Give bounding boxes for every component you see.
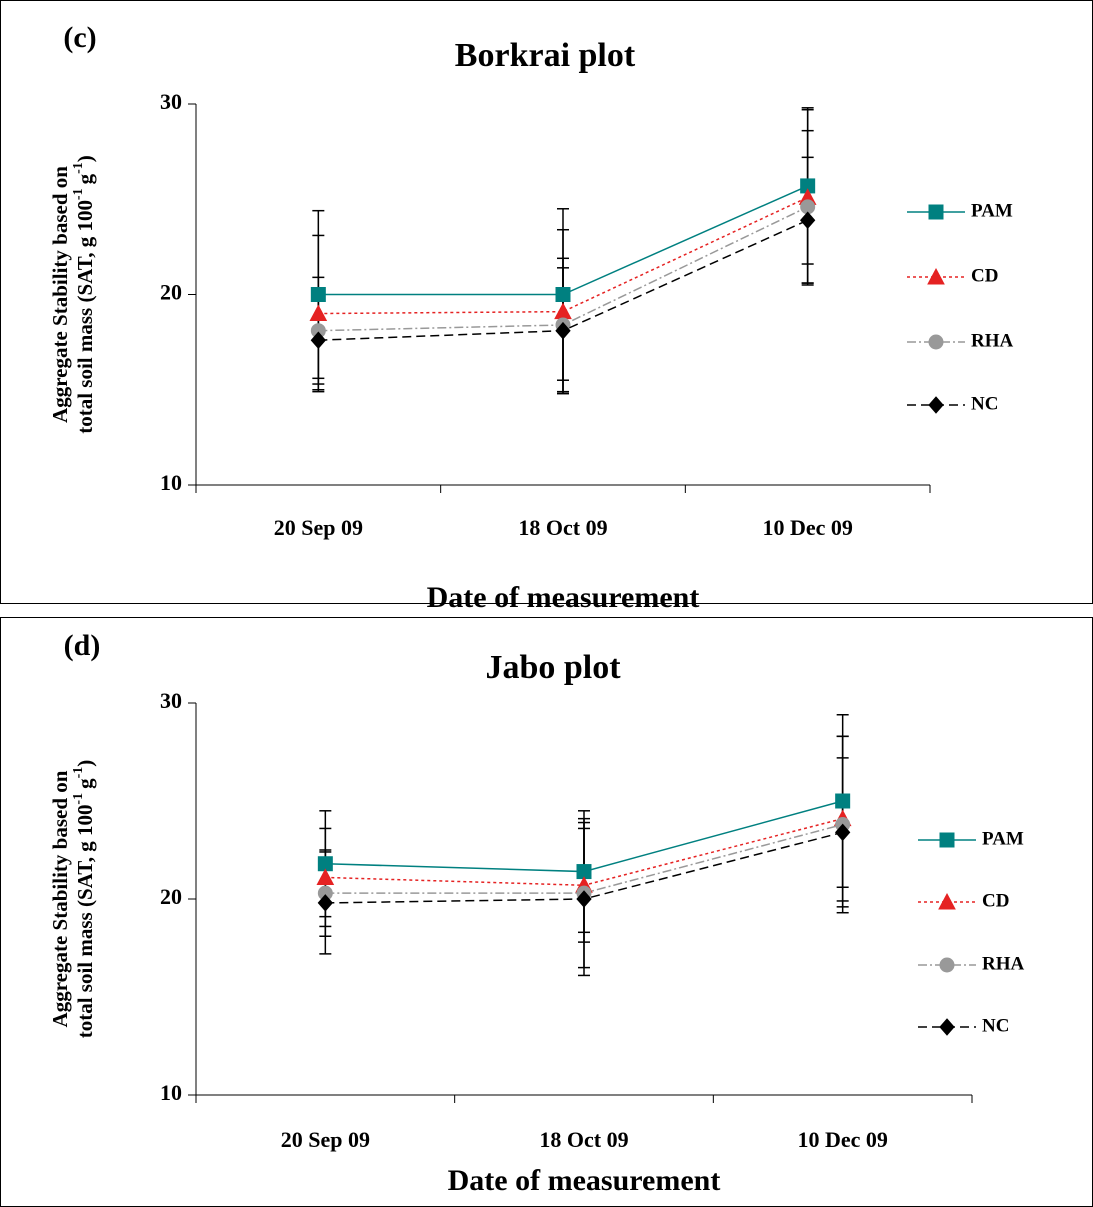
y-axis-label-part: g — [73, 173, 97, 184]
marker — [576, 890, 592, 908]
y-axis-label-sup: -1 — [71, 188, 86, 200]
y-axis-label-sup: -1 — [71, 162, 86, 174]
marker — [800, 211, 816, 229]
y-tick-label: 30 — [160, 688, 182, 713]
marker — [309, 304, 328, 322]
legend-label: PAM — [982, 828, 1024, 849]
y-axis-label-part: g — [73, 778, 97, 789]
legend-label: NC — [971, 393, 998, 414]
legend-marker — [928, 334, 944, 350]
y-axis-label-part: total soil mass (SAT, g 100 — [73, 805, 97, 1039]
y-tick-label: 10 — [160, 1080, 182, 1105]
x-tick-label: 20 Sep 09 — [281, 1127, 370, 1152]
legend-label: CD — [982, 890, 1009, 911]
legend-label: PAM — [971, 200, 1013, 221]
marker — [310, 287, 326, 302]
y-axis-label-part: ) — [73, 760, 97, 767]
y-axis-label-part: ) — [73, 155, 97, 162]
y-axis-label: total soil mass (SAT, g 100-1g-1) — [71, 760, 97, 1039]
marker — [317, 894, 333, 912]
x-tick-label: 18 Oct 09 — [539, 1127, 628, 1152]
chart-title: Borkrai plot — [455, 37, 636, 74]
legend-label: RHA — [982, 953, 1025, 974]
panel-label: (d) — [64, 629, 101, 662]
x-axis-label: Date of measurement — [427, 581, 700, 614]
x-axis-label: Date of measurement — [448, 1164, 721, 1197]
y-tick-label: 30 — [160, 89, 182, 114]
y-tick-label: 20 — [160, 280, 182, 305]
y-tick-label: 20 — [160, 884, 182, 909]
legend-label: RHA — [971, 330, 1014, 351]
y-axis-label-part: total soil mass (SAT, g 100 — [73, 200, 97, 434]
y-axis-label: Aggregate Stability based on — [48, 770, 72, 1027]
legend-marker — [938, 892, 956, 910]
y-axis-label: total soil mass (SAT, g 100-1g-1) — [71, 155, 97, 434]
legend-marker — [928, 396, 944, 414]
legend-label: NC — [982, 1015, 1009, 1036]
legend-marker — [927, 267, 945, 285]
legend-label: CD — [971, 265, 998, 286]
panel-label: (c) — [63, 21, 96, 54]
x-tick-label: 10 Dec 09 — [797, 1127, 887, 1152]
legend-marker — [939, 1018, 955, 1036]
legend-marker — [928, 204, 944, 220]
y-axis-label: Aggregate Stability based on — [48, 166, 72, 423]
legend-marker — [939, 832, 955, 848]
y-axis-label-sup: -1 — [71, 767, 86, 779]
legend-marker — [939, 957, 955, 973]
chart-title: Jabo plot — [485, 649, 621, 686]
x-tick-label: 18 Oct 09 — [518, 515, 607, 540]
marker — [316, 868, 335, 885]
marker — [835, 823, 851, 842]
marker — [835, 793, 851, 809]
marker — [555, 321, 571, 340]
x-tick-label: 10 Dec 09 — [762, 515, 852, 540]
x-tick-label: 20 Sep 09 — [274, 515, 363, 540]
marker — [310, 331, 326, 349]
y-axis-label-sup: -1 — [71, 793, 86, 805]
y-tick-label: 10 — [160, 470, 182, 495]
marker — [554, 302, 572, 320]
marker — [555, 287, 571, 302]
